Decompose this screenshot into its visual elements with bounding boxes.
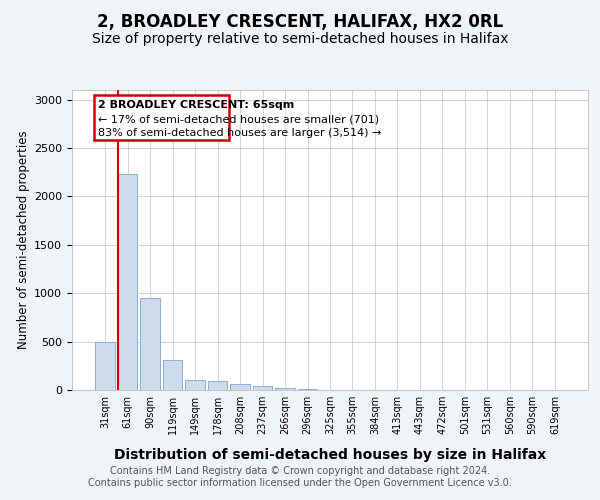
Bar	[230, 384, 250, 390]
Bar	[163, 360, 182, 390]
Bar	[208, 382, 227, 390]
Text: 2, BROADLEY CRESCENT, HALIFAX, HX2 0RL: 2, BROADLEY CRESCENT, HALIFAX, HX2 0RL	[97, 12, 503, 30]
FancyBboxPatch shape	[94, 95, 229, 140]
Bar	[275, 388, 295, 390]
Bar	[185, 380, 205, 390]
Text: ← 17% of semi-detached houses are smaller (701): ← 17% of semi-detached houses are smalle…	[98, 115, 379, 125]
Bar	[253, 386, 272, 390]
Bar	[118, 174, 137, 390]
Bar	[298, 389, 317, 390]
Bar	[140, 298, 160, 390]
Text: 2 BROADLEY CRESCENT: 65sqm: 2 BROADLEY CRESCENT: 65sqm	[98, 100, 295, 110]
Text: 83% of semi-detached houses are larger (3,514) →: 83% of semi-detached houses are larger (…	[98, 128, 382, 138]
Y-axis label: Number of semi-detached properties: Number of semi-detached properties	[17, 130, 30, 350]
Bar	[95, 342, 115, 390]
X-axis label: Distribution of semi-detached houses by size in Halifax: Distribution of semi-detached houses by …	[114, 448, 546, 462]
Text: Size of property relative to semi-detached houses in Halifax: Size of property relative to semi-detach…	[92, 32, 508, 46]
Text: Contains HM Land Registry data © Crown copyright and database right 2024.
Contai: Contains HM Land Registry data © Crown c…	[88, 466, 512, 487]
